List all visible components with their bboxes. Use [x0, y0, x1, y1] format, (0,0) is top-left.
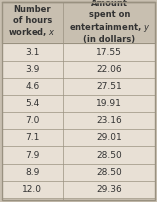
Text: 7.0: 7.0 — [25, 116, 40, 125]
Text: 19.91: 19.91 — [96, 99, 122, 108]
Bar — [2, 43, 155, 61]
Bar — [2, 181, 155, 198]
Text: 7.1: 7.1 — [25, 133, 40, 142]
Text: 8.9: 8.9 — [25, 168, 40, 177]
Text: 28.50: 28.50 — [96, 150, 122, 160]
Text: 17.55: 17.55 — [96, 47, 122, 57]
Text: Number
of hours
worked, $x$: Number of hours worked, $x$ — [8, 5, 56, 38]
Bar — [2, 61, 155, 78]
Text: 29.36: 29.36 — [96, 185, 122, 194]
Bar — [2, 95, 155, 112]
Bar — [2, 112, 155, 129]
Text: 28.50: 28.50 — [96, 168, 122, 177]
Text: 27.51: 27.51 — [96, 82, 122, 91]
Text: 3.1: 3.1 — [25, 47, 40, 57]
Text: 12.0: 12.0 — [22, 185, 42, 194]
Text: 5.4: 5.4 — [25, 99, 39, 108]
Text: 7.9: 7.9 — [25, 150, 40, 160]
Text: 4.6: 4.6 — [25, 82, 39, 91]
Text: 29.01: 29.01 — [96, 133, 122, 142]
Text: 3.9: 3.9 — [25, 65, 40, 74]
Bar — [2, 78, 155, 95]
Text: 23.16: 23.16 — [96, 116, 122, 125]
Text: Amount
spent on
entertainment, $y$
(in dollars): Amount spent on entertainment, $y$ (in d… — [69, 0, 150, 44]
Text: 22.06: 22.06 — [96, 65, 122, 74]
Bar — [2, 129, 155, 146]
Bar — [2, 146, 155, 164]
Bar — [2, 164, 155, 181]
